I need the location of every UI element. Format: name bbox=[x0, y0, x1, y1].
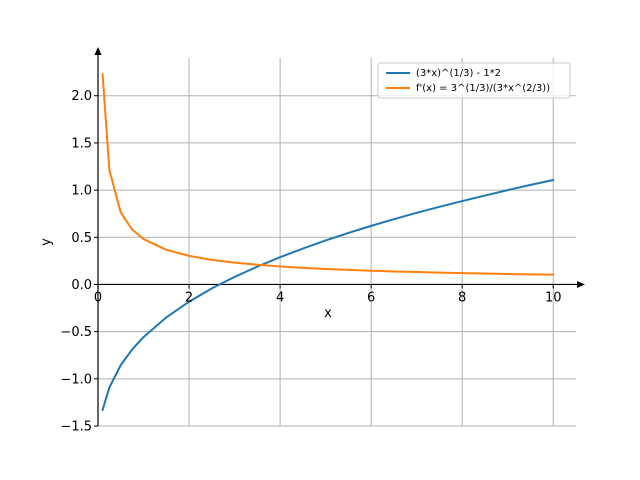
x-axis-arrow bbox=[577, 280, 585, 288]
y-axis-label: y bbox=[39, 238, 54, 246]
legend-entry-1: (3*x)^(1/3) - 1*2 bbox=[416, 68, 501, 79]
series-line-1 bbox=[101, 179, 555, 412]
y-tick-label: 1.5 bbox=[71, 136, 92, 151]
axes bbox=[94, 47, 585, 427]
x-tick-label: 8 bbox=[458, 290, 466, 305]
x-tick-label: 6 bbox=[367, 290, 375, 305]
y-tick-label: −1.5 bbox=[60, 420, 92, 435]
tick-labels: 0 2 4 6 8 10 −1.5 −1.0 −0.5 0.0 0.5 1.0 1.5 2.0 bbox=[60, 89, 561, 434]
y-axis-arrow bbox=[94, 47, 102, 55]
y-tick-label: −1.0 bbox=[60, 372, 92, 387]
x-tick-label: 2 bbox=[185, 290, 193, 305]
legend-entry-2: f'(x) = 3^(1/3)/(3*x^(2/3)) bbox=[416, 83, 550, 94]
x-tick-label: 0 bbox=[94, 290, 102, 305]
x-axis-label: x bbox=[324, 306, 332, 321]
legend: (3*x)^(1/3) - 1*2 f'(x) = 3^(1/3)/(3*x^(… bbox=[377, 62, 571, 99]
y-tick-label: 1.0 bbox=[71, 184, 92, 199]
series-line-2 bbox=[101, 72, 555, 276]
y-tick-label: −0.5 bbox=[60, 325, 92, 340]
series bbox=[101, 72, 555, 412]
legend-box bbox=[377, 62, 571, 99]
y-tick-label: 0.0 bbox=[71, 278, 92, 293]
grid bbox=[97, 58, 576, 427]
y-tick-label: 0.5 bbox=[71, 231, 92, 246]
x-tick-label: 10 bbox=[545, 290, 562, 305]
y-tick-label: 2.0 bbox=[71, 89, 92, 104]
x-tick-label: 4 bbox=[276, 290, 284, 305]
